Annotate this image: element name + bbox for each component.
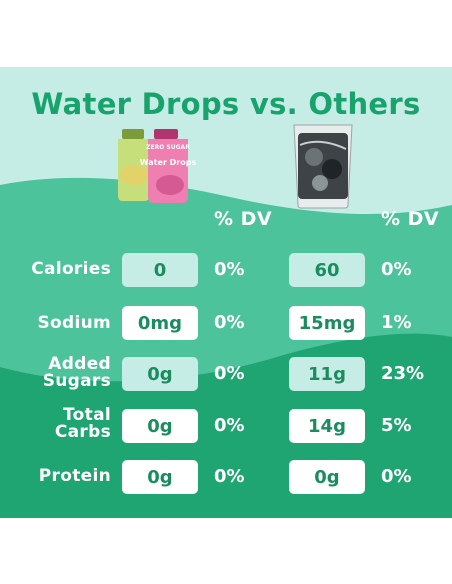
row-label-protein: Protein [38,466,111,486]
water-drops-total-carbs-value: 0g [122,409,198,443]
others-added-sugars-value: 11g [289,357,365,391]
row-label-added-sugars-line2: Sugars [42,371,111,391]
water-drops-added-sugars-dv: 0% [214,363,245,384]
row-label-calories: Calories [31,259,111,279]
water-drops-sodium-dv: 0% [214,312,245,333]
others-sodium-value: 15mg [289,306,365,340]
water-drops-calories-dv: 0% [214,259,245,280]
others-calories-dv: 0% [381,259,412,280]
others-total-carbs-value: 14g [289,409,365,443]
row-label-sodium: Sodium [37,313,111,333]
page-title: Water Drops vs. Others [31,87,421,121]
bottle-brand-text: Water Drops [140,158,197,167]
water-drops-total-carbs-dv: 0% [214,415,245,436]
dv-header-water-drops: % DV [214,208,273,230]
water-drops-added-sugars-value: 0g [122,357,198,391]
other-drink-pouch-image [293,124,353,209]
row-label-added-sugars: Added Sugars [43,356,111,390]
water-drops-protein-value: 0g [122,460,198,494]
wave-background [0,67,452,518]
others-protein-dv: 0% [381,466,412,487]
row-label-total-carbs: Total Carbs [55,407,111,441]
water-drops-bottles-image: ZERO SUGAR Water Drops [118,129,197,203]
others-protein-value: 0g [289,460,365,494]
row-label-total-carbs-line2: Carbs [54,422,111,442]
others-total-carbs-dv: 5% [381,415,412,436]
comparison-panel: Water Drops vs. Others ZERO SUGAR Water … [0,67,452,518]
others-calories-value: 60 [289,253,365,287]
row-label-added-sugars-line1: Added [48,354,111,374]
water-drops-protein-dv: 0% [214,466,245,487]
bottle-tag-text: ZERO SUGAR [146,144,190,151]
row-label-total-carbs-line1: Total [63,405,111,425]
water-drops-sodium-value: 0mg [122,306,198,340]
dv-header-others: % DV [381,208,440,230]
others-sodium-dv: 1% [381,312,412,333]
water-drops-calories-value: 0 [122,253,198,287]
others-added-sugars-dv: 23% [381,363,425,384]
